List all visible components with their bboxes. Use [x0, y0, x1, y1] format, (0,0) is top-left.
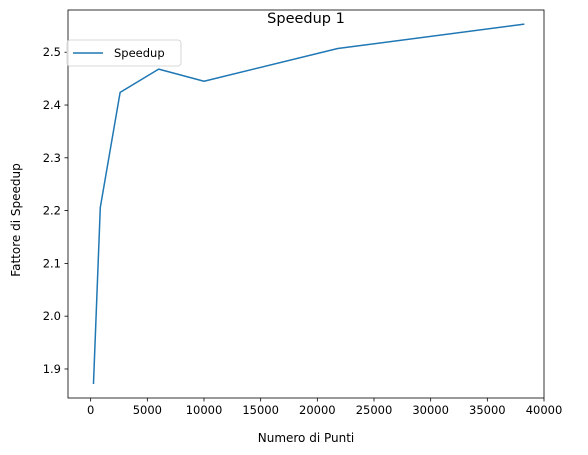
x-tick-label: 0 [87, 403, 94, 417]
plot-area: 0 5000 10000 15000 20000 25000 30000 35000 40000… [43, 9, 562, 417]
y-tick-label: 2.1 [43, 256, 61, 270]
y-tick-label: 2.2 [43, 204, 61, 218]
y-tick-label: 1.9 [43, 362, 61, 376]
legend: Speedup [66, 39, 182, 67]
axes-frame [67, 9, 545, 399]
x-tick-label: 35000 [469, 403, 506, 417]
y-tick-label: 2.5 [43, 45, 61, 59]
x-tick-label: 30000 [412, 403, 449, 417]
legend-label: Speedup [114, 46, 165, 60]
x-axis-ticks: 0 5000 10000 15000 20000 25000 30000 35000 40000 [87, 398, 562, 417]
x-tick-label: 25000 [356, 403, 393, 417]
legend-box [66, 39, 182, 67]
y-tick-label: 2.3 [43, 151, 61, 165]
series-layer [92, 23, 525, 384]
x-tick-label: 40000 [526, 403, 563, 417]
x-tick-label: 5000 [133, 403, 162, 417]
x-tick-label: 15000 [242, 403, 279, 417]
chart-title: Speedup 1 [267, 11, 345, 27]
x-axis-label: Numero di Punti [258, 431, 355, 445]
x-tick-label: 10000 [186, 403, 223, 417]
series-line [92, 23, 525, 384]
y-axis-ticks: 1.9 2.0 2.1 2.2 2.3 2.4 2.5 [43, 45, 68, 376]
y-tick-label: 2.0 [43, 309, 61, 323]
x-tick-label: 20000 [299, 403, 336, 417]
y-tick-label: 2.4 [43, 98, 61, 112]
y-axis-label: Fattore di Speedup [9, 163, 23, 276]
